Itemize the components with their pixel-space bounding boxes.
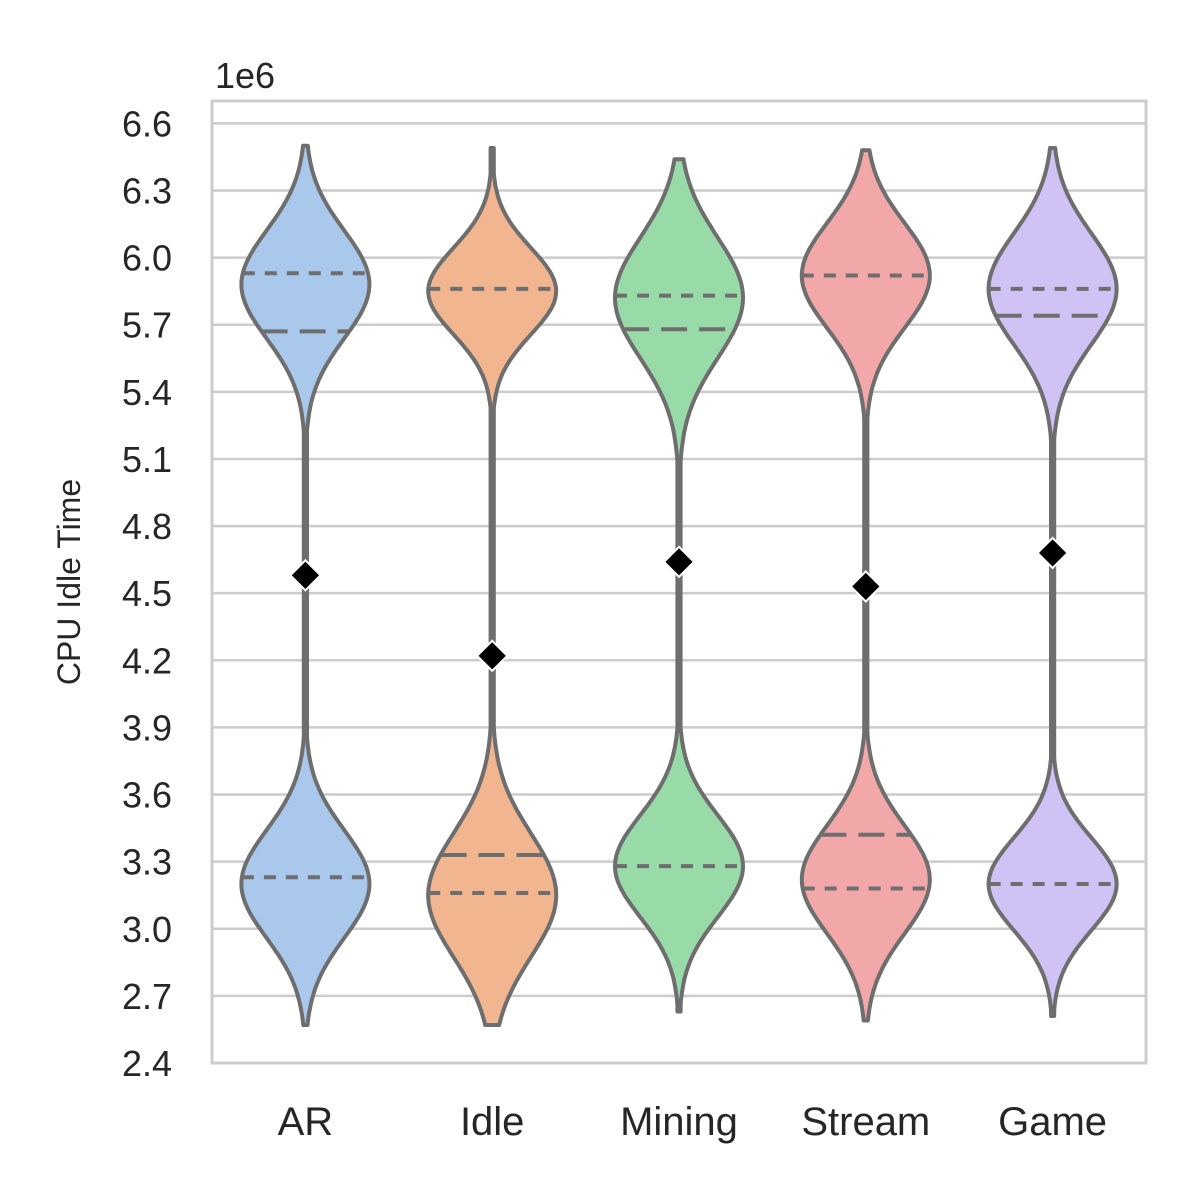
plot-frame (210, 99, 1148, 1065)
y-tick-label: 2.7 (122, 976, 172, 1017)
violin-stream (799, 148, 932, 1023)
y-tick-labels: 2.4 2.7 3.0 3.3 3.6 3.9 4.2 4.5 4.8 5.1 5.4 5.7 6.0 6… (122, 103, 172, 1084)
y-tick-label: 2.4 (122, 1043, 172, 1084)
mean-marker (849, 570, 883, 603)
mean-marker (288, 558, 322, 592)
y-tick-label: 6.3 (122, 170, 172, 211)
x-tick-label: Game (998, 1100, 1107, 1144)
violins (239, 143, 1119, 1027)
y-tick-label: 5.7 (122, 305, 172, 346)
y-tick-label: 6.0 (122, 238, 172, 279)
x-tick-labels: AR Idle Mining Stream Game (278, 1100, 1107, 1144)
violin-ar (239, 143, 372, 1027)
y-tick-label: 5.4 (122, 372, 172, 413)
mean-marker (475, 639, 509, 673)
mean-marker (1036, 536, 1070, 570)
mean-marker (662, 545, 696, 579)
violin-mining (613, 157, 745, 1014)
x-tick-label: Mining (620, 1100, 738, 1144)
y-tick-label: 5.1 (122, 439, 172, 480)
y-tick-label: 4.2 (122, 640, 172, 681)
x-tick-label: Stream (801, 1100, 930, 1144)
y-tick-label: 6.6 (122, 103, 172, 144)
y-tick-label: 3.0 (122, 909, 172, 950)
violin-game (986, 146, 1119, 1018)
x-tick-label: AR (278, 1100, 334, 1144)
violin-body (613, 157, 745, 1014)
violin-body (426, 146, 559, 1027)
x-tick-label: Idle (460, 1100, 525, 1144)
y-tick-label: 3.3 (122, 842, 172, 883)
y-offset-label: 1e6 (215, 55, 275, 96)
y-tick-label: 4.5 (122, 573, 172, 614)
y-axis-label: CPU Idle Time (51, 479, 87, 685)
y-tick-label: 3.6 (122, 775, 172, 816)
violin-idle (426, 146, 559, 1027)
y-tick-label: 3.9 (122, 707, 172, 748)
y-tick-label: 4.8 (122, 506, 172, 547)
violin-body (986, 146, 1119, 1018)
